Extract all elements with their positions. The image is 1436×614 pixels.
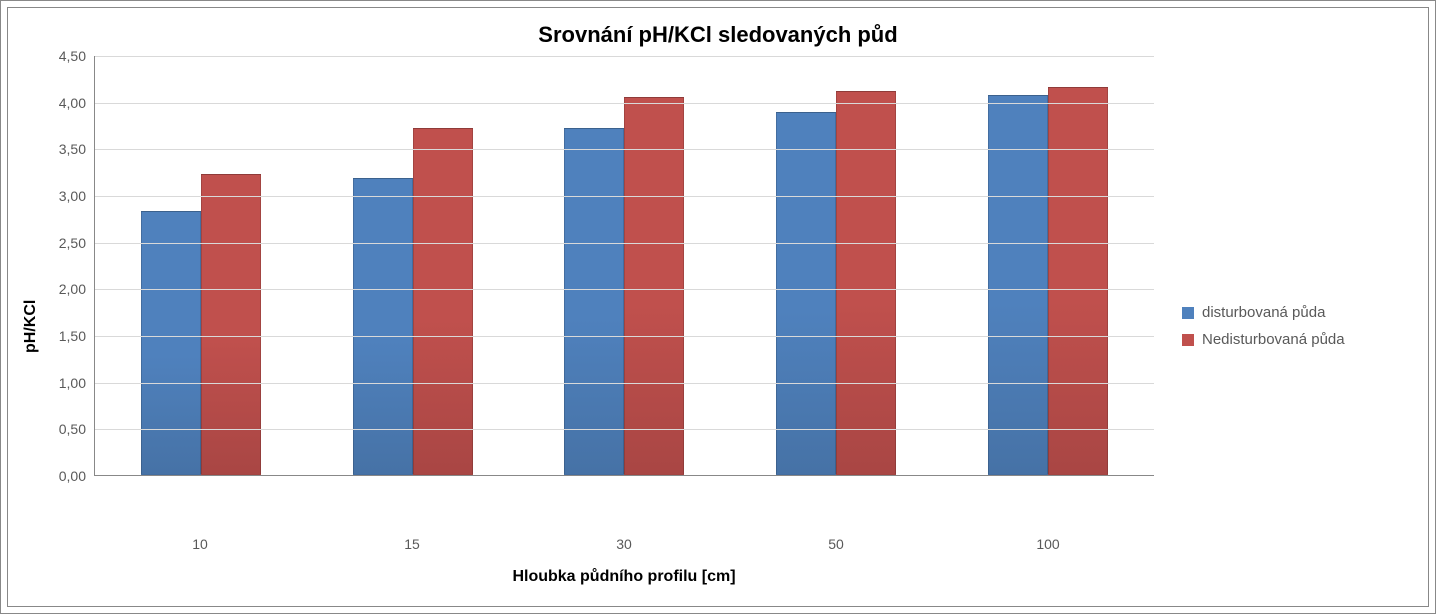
plot-row: 4,504,003,503,002,502,001,501,000,500,00 — [44, 56, 1154, 526]
x-tick-label: 15 — [352, 536, 472, 552]
bar — [413, 128, 473, 475]
chart-body: pH/KCl 4,504,003,503,002,502,001,501,000… — [8, 56, 1428, 606]
legend-item: disturbovaná půda — [1182, 304, 1345, 321]
plot-column: 4,504,003,503,002,502,001,501,000,500,00… — [44, 56, 1154, 596]
x-axis-title: Hloubka půdního profilu [cm] — [94, 552, 1154, 596]
legend-swatch — [1182, 334, 1194, 346]
gridline — [95, 383, 1154, 384]
bar-group — [564, 97, 684, 475]
gridline — [95, 429, 1154, 430]
legend-swatch — [1182, 307, 1194, 319]
gridline — [95, 149, 1154, 150]
plot-area — [94, 56, 1154, 476]
gridline — [95, 336, 1154, 337]
gridline — [95, 56, 1154, 57]
chart-title: Srovnání pH/KCl sledovaných půd — [8, 8, 1428, 56]
legend-label: Nedisturbovaná půda — [1202, 331, 1345, 348]
bar — [624, 97, 684, 475]
bar — [988, 95, 1048, 475]
legend-label: disturbovaná půda — [1202, 304, 1325, 321]
legend: disturbovaná půda Nedisturbovaná půda — [1154, 56, 1345, 596]
bar — [353, 178, 413, 475]
bar — [141, 211, 201, 475]
x-tick-label: 100 — [988, 536, 1108, 552]
x-axis-ticks: 10 15 30 50 100 — [94, 526, 1154, 552]
chart-inner-frame: Srovnání pH/KCl sledovaných půd pH/KCl 4… — [7, 7, 1429, 607]
gridline — [95, 243, 1154, 244]
gridline — [95, 103, 1154, 104]
bars-layer — [95, 56, 1154, 475]
bar — [564, 128, 624, 475]
y-axis-ticks: 4,504,003,503,002,502,001,501,000,500,00 — [44, 56, 94, 476]
x-tick-label: 30 — [564, 536, 684, 552]
y-axis-title: pH/KCl — [18, 56, 44, 596]
x-tick-label: 50 — [776, 536, 896, 552]
bar-group — [988, 87, 1108, 475]
gridline — [95, 289, 1154, 290]
bar — [1048, 87, 1108, 475]
bar — [776, 112, 836, 475]
bar-group — [353, 128, 473, 475]
x-tick-label: 10 — [140, 536, 260, 552]
gridline — [95, 196, 1154, 197]
legend-item: Nedisturbovaná půda — [1182, 331, 1345, 348]
chart-outer-frame: Srovnání pH/KCl sledovaných půd pH/KCl 4… — [0, 0, 1436, 614]
